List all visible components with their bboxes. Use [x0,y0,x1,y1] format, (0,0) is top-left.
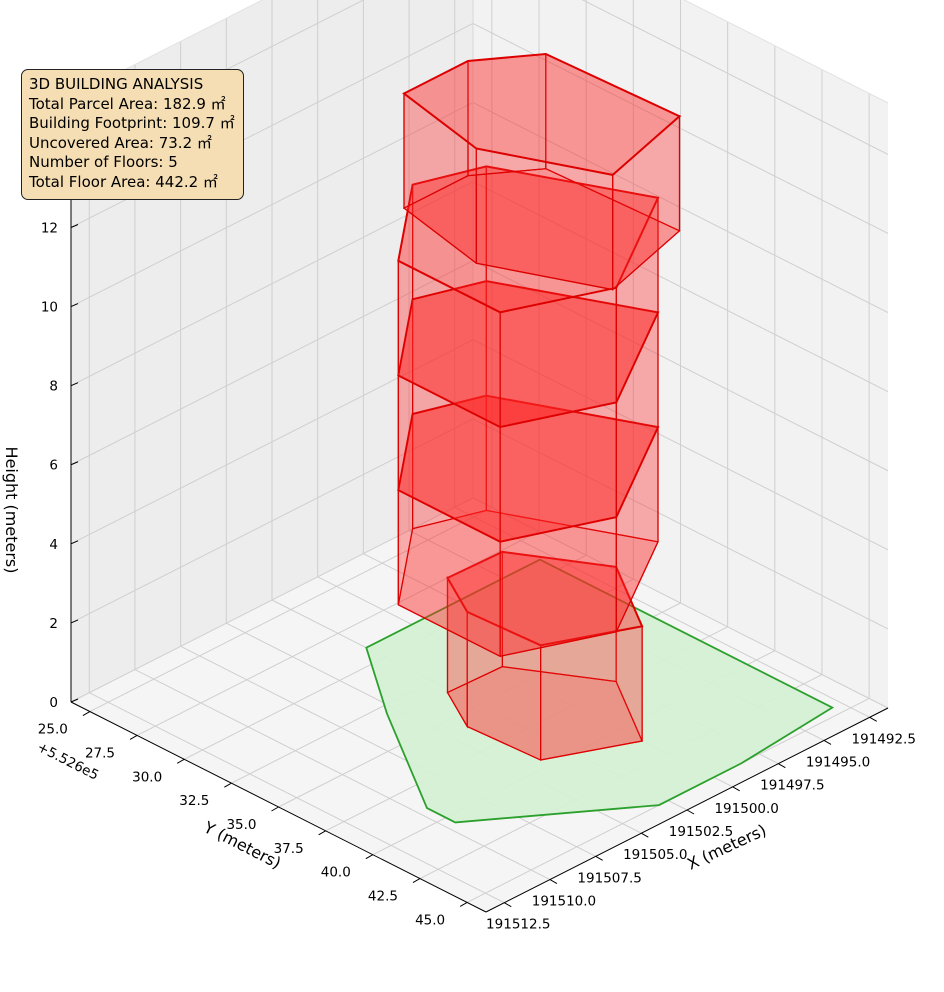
z-tick-label: 12 [41,220,58,236]
grid-line-z-left [472,23,889,234]
grid-line-z-left [472,418,889,630]
y-tick-label: 27.5 [85,745,115,761]
grid-line-z-right [70,339,474,545]
x-tick-label: 191500.0 [714,801,778,817]
x-tick [732,786,740,792]
axis-ticks: 191492.5 191495.0 191497.5 191500.0 191502.5… [38,141,916,932]
x-tick-label: 191510.0 [532,894,596,910]
y-tick [412,878,421,884]
z-tick [70,382,79,387]
y-tick [82,711,91,716]
y-tick-label: 37.5 [274,841,304,857]
x-tick-label: 191512.5 [486,917,550,933]
x-tick [869,716,877,722]
building-floor-2 [397,394,660,658]
grid-line-z-right [70,497,474,703]
grid-line-z-left [472,339,889,551]
x-tick-label: 191495.0 [806,754,870,770]
y-tick-label: 30.0 [132,769,162,785]
info-line-heading: 3D BUILDING ANALYSIS [29,75,204,93]
building-floor-4 [397,165,660,428]
z-tick [70,224,79,228]
grid-line-z-right [70,102,474,308]
x-tick [504,902,512,908]
x-tick [778,763,786,769]
info-line-footprint: Building Footprint: 109.7 ㎡ [29,114,235,133]
floor-wall [539,625,643,761]
pane-edge-top-left [683,0,889,104]
grid-line-z-left [472,260,889,472]
z-tick-label: 0 [49,695,58,711]
y-tick [224,782,232,788]
info-line-floors: Number of Floors: 5 [29,153,178,172]
building-floor-3 [397,280,660,543]
y-tick-label: 42.5 [368,889,398,905]
building-floor-5 [402,52,682,291]
parcel-platform [365,558,835,824]
z-tick [70,461,79,466]
x-tick-label: 191507.5 [577,870,641,886]
y-tick [459,902,468,907]
grid-line-z-left [472,181,889,393]
floor-roof [402,52,682,176]
z-tick [70,540,79,545]
x-tick [823,740,832,745]
info-box: 3D BUILDING ANALYSIS Total Parcel Area: … [21,69,244,200]
info-line-floor-area: Total Floor Area: 442.2 ㎡ [29,172,218,191]
z-tick-label: 2 [49,616,58,632]
x-tick [595,855,603,861]
z-tick [70,303,79,308]
grid-line-z-left [472,102,889,314]
y-tick-label: 35.0 [226,817,256,833]
x-tick-label: 191502.5 [669,824,733,840]
building-floor-1 [446,550,644,761]
y-tick-label: 45.0 [415,912,445,928]
x-tick-label: 191505.0 [623,847,687,863]
y-tick-label: 32.5 [179,793,209,809]
y-tick-label: 25.0 [38,722,68,738]
z-tick-label: 6 [49,458,58,474]
z-tick [70,698,79,703]
floor-roof [397,165,660,314]
x-tick [686,809,695,815]
grid-line-z-right [70,260,474,466]
x-tick-label: 191492.5 [852,731,916,747]
pane-edge-top-right [70,0,264,98]
y-tick [365,854,374,860]
y-tick-label: 40.0 [321,865,351,881]
x-tick [549,879,558,884]
y-tick [271,806,279,812]
z-tick-label: 8 [49,379,58,395]
z-tick [70,619,79,624]
z-axis-label: Height (meters) [2,447,21,574]
y-tick [129,734,138,740]
z-tick-label: 4 [49,537,58,553]
y-tick [176,758,185,764]
info-line-uncovered-area: Uncovered Area: 73.2 ㎡ [29,133,212,152]
info-line-parcel-area: Total Parcel Area: 182.9 ㎡ [29,94,226,113]
x-tick [641,832,649,838]
data-marks [365,52,835,824]
grid-line-y-floor [89,507,493,712]
z-tick-label: 10 [41,300,58,316]
x-tick-label: 191497.5 [760,778,824,794]
grid-line-z-left [581,0,889,155]
y-tick [318,830,326,836]
